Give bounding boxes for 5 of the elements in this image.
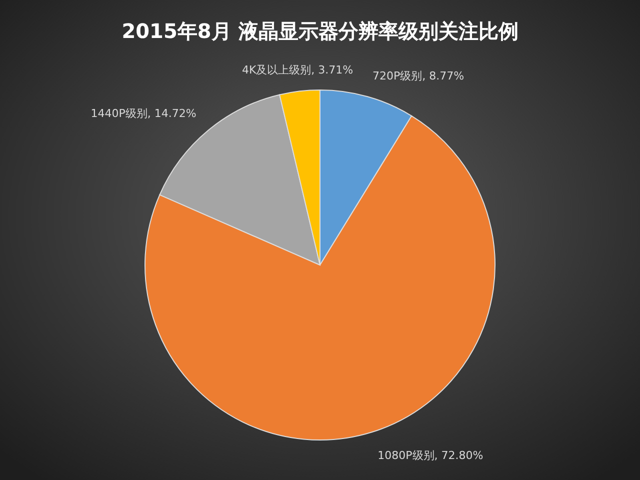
slice-label: 4K及以上级别, 3.71%	[242, 63, 354, 76]
chart-title: 2015年8月 液晶显示器分辨率级别关注比例	[122, 19, 518, 43]
slice-label: 720P级别, 8.77%	[372, 69, 464, 82]
slice-label: 1080P级别, 72.80%	[378, 449, 484, 462]
slice-label: 1440P级别, 14.72%	[90, 106, 196, 120]
